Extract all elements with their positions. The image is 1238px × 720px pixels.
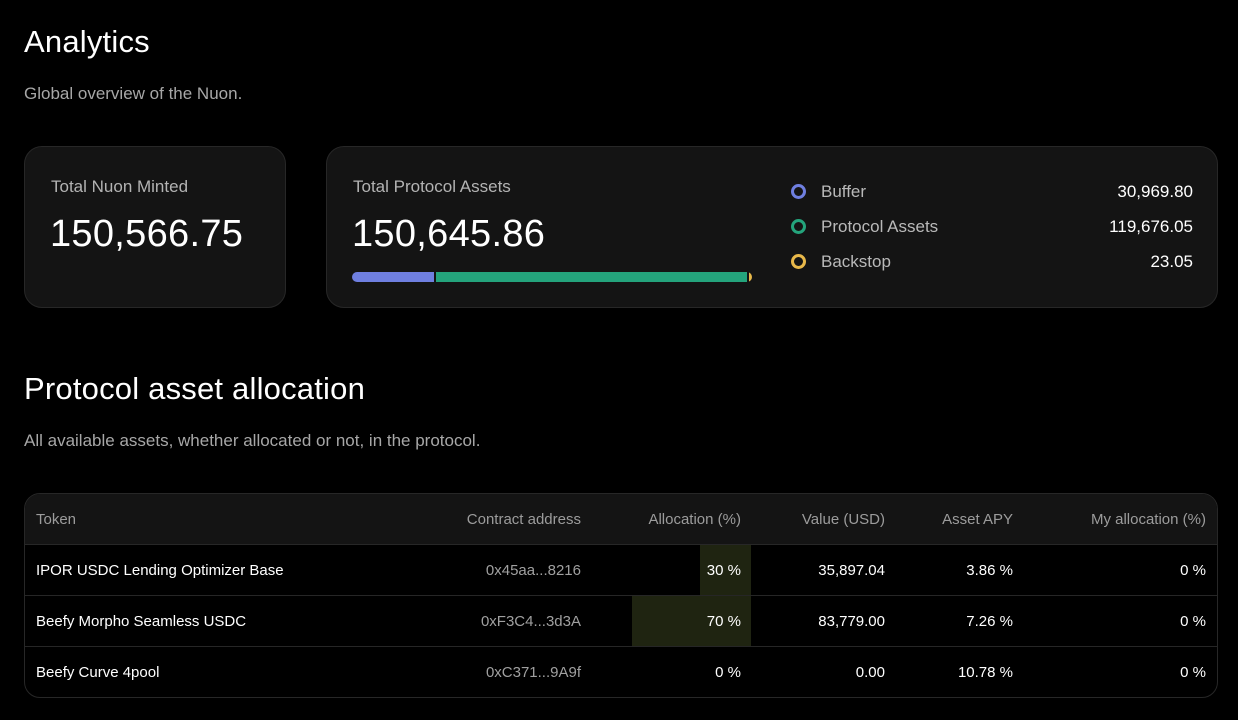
column-header-value: Value (USD) bbox=[801, 510, 885, 528]
total-protocol-assets-label: Total Protocol Assets bbox=[353, 177, 511, 196]
column-header-my-allocation: My allocation (%) bbox=[1090, 510, 1206, 528]
allocation-subtitle: All available assets, whether allocated … bbox=[24, 431, 481, 450]
allocation-fill bbox=[632, 596, 751, 646]
my-allocation: 0 % bbox=[1180, 561, 1206, 579]
total-nuon-minted-card: Total Nuon Minted 150,566.75 bbox=[24, 146, 286, 308]
allocation-cell: 0 % bbox=[581, 647, 751, 697]
total-protocol-assets-card: Total Protocol Assets 150,645.86 Buffer … bbox=[326, 146, 1218, 308]
table-row[interactable]: IPOR USDC Lending Optimizer Base 0x45aa.… bbox=[25, 545, 1217, 596]
total-nuon-minted-value: 150,566.75 bbox=[50, 213, 244, 255]
asset-apy: 7.26 % bbox=[966, 612, 1013, 630]
token-name: Beefy Morpho Seamless USDC bbox=[36, 612, 247, 630]
bar-segment-protocol-assets bbox=[436, 272, 747, 282]
column-header-contract-address: Contract address bbox=[466, 510, 581, 528]
my-allocation: 0 % bbox=[1180, 612, 1206, 630]
legend-item-backstop: Backstop 23.05 bbox=[791, 244, 1193, 279]
value-usd: 0.00 bbox=[855, 664, 885, 681]
token-name: Beefy Curve 4pool bbox=[36, 664, 160, 681]
allocation-value: 0 % bbox=[715, 664, 741, 681]
value-usd: 83,779.00 bbox=[818, 612, 885, 630]
legend-item-buffer: Buffer 30,969.80 bbox=[791, 174, 1193, 209]
legend-value: 23.05 bbox=[1150, 251, 1193, 271]
bar-segment-buffer bbox=[352, 272, 435, 282]
asset-allocation-table: Token Contract address Allocation (%) Va… bbox=[24, 493, 1218, 698]
total-nuon-minted-label: Total Nuon Minted bbox=[51, 177, 189, 196]
allocation-cell: 70 % bbox=[581, 596, 751, 646]
asset-apy: 3.86 % bbox=[966, 561, 1013, 579]
asset-distribution-bar bbox=[352, 272, 752, 282]
total-protocol-assets-value: 150,645.86 bbox=[352, 213, 546, 255]
bar-segment-backstop bbox=[748, 272, 752, 282]
my-allocation: 0 % bbox=[1180, 664, 1206, 681]
asset-legend: Buffer 30,969.80 Protocol Assets 119,676… bbox=[791, 174, 1193, 279]
allocation-value: 70 % bbox=[706, 612, 741, 630]
buffer-dot-icon bbox=[791, 184, 806, 199]
legend-label: Backstop bbox=[821, 251, 891, 271]
asset-apy: 10.78 % bbox=[957, 664, 1013, 681]
legend-label: Protocol Assets bbox=[821, 216, 939, 236]
token-name: IPOR USDC Lending Optimizer Base bbox=[36, 561, 284, 579]
table-row[interactable]: Beefy Curve 4pool 0xC371...9A9f 0 % 0.00… bbox=[25, 647, 1217, 697]
contract-address[interactable]: 0x45aa...8216 bbox=[485, 561, 581, 579]
allocation-value: 30 % bbox=[706, 561, 741, 579]
legend-value: 30,969.80 bbox=[1117, 181, 1193, 201]
page-title: Analytics bbox=[24, 24, 150, 59]
column-header-asset-apy: Asset APY bbox=[942, 510, 1013, 528]
legend-item-protocol-assets: Protocol Assets 119,676.05 bbox=[791, 209, 1193, 244]
value-usd: 35,897.04 bbox=[818, 561, 885, 579]
protocol-assets-dot-icon bbox=[791, 219, 806, 234]
contract-address[interactable]: 0xC371...9A9f bbox=[485, 664, 581, 681]
column-header-allocation: Allocation (%) bbox=[648, 510, 741, 528]
legend-label: Buffer bbox=[821, 181, 867, 201]
table-header: Token Contract address Allocation (%) Va… bbox=[25, 494, 1217, 545]
column-header-token: Token bbox=[36, 510, 77, 528]
allocation-cell: 30 % bbox=[581, 545, 751, 595]
table-row[interactable]: Beefy Morpho Seamless USDC 0xF3C4...3d3A… bbox=[25, 596, 1217, 647]
legend-value: 119,676.05 bbox=[1109, 216, 1193, 236]
contract-address[interactable]: 0xF3C4...3d3A bbox=[480, 612, 581, 630]
page-subtitle: Global overview of the Nuon. bbox=[24, 84, 243, 103]
allocation-fill bbox=[700, 545, 751, 595]
allocation-title: Protocol asset allocation bbox=[24, 371, 366, 406]
backstop-dot-icon bbox=[791, 254, 806, 269]
